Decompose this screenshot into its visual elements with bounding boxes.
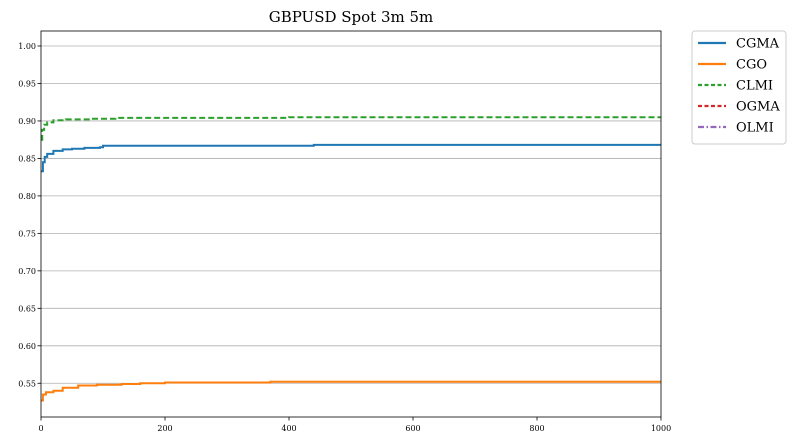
x-tick-label: 0 xyxy=(38,424,43,433)
y-tick-label: 0.70 xyxy=(18,267,36,276)
y-tick-label: 0.55 xyxy=(18,379,36,388)
y-tick-label: 0.85 xyxy=(18,154,36,163)
legend-label: OLMI xyxy=(736,121,774,136)
legend-box xyxy=(691,30,787,145)
y-axis: 0.55 0.60 0.65 0.70 0.75 0.80 0.85 0.90 0.95 1.00 xyxy=(18,42,41,388)
legend: CGMA CGO CLMI OGMA OLMI xyxy=(691,30,787,145)
legend-label: CLMI xyxy=(736,79,773,94)
x-tick-label: 1000 xyxy=(651,424,671,433)
y-tick-label: 0.95 xyxy=(18,79,36,88)
y-tick-label: 0.60 xyxy=(18,342,36,351)
grid xyxy=(41,45,661,384)
x-tick-label: 800 xyxy=(529,424,544,433)
y-tick-label: 0.65 xyxy=(18,304,36,313)
y-tick-label: 1.00 xyxy=(18,42,36,51)
series-line-clmi xyxy=(41,116,661,141)
plot-frame xyxy=(40,30,662,418)
chart-title: GBPUSD Spot 3m 5m xyxy=(269,8,434,26)
series-line-cgo xyxy=(41,380,661,402)
legend-label: CGO xyxy=(736,58,767,73)
legend-label: OGMA xyxy=(736,100,780,115)
y-tick-label: 0.90 xyxy=(18,117,36,126)
y-tick-label: 0.80 xyxy=(18,192,36,201)
x-tick-label: 600 xyxy=(405,424,420,433)
series-lines xyxy=(41,116,661,402)
x-axis: 0 200 400 600 800 1000 xyxy=(38,417,671,433)
y-tick-label: 0.75 xyxy=(18,229,36,238)
x-tick-label: 400 xyxy=(281,424,296,433)
series-line-cgma xyxy=(41,143,661,173)
legend-label: CGMA xyxy=(736,37,780,52)
x-tick-label: 200 xyxy=(157,424,172,433)
